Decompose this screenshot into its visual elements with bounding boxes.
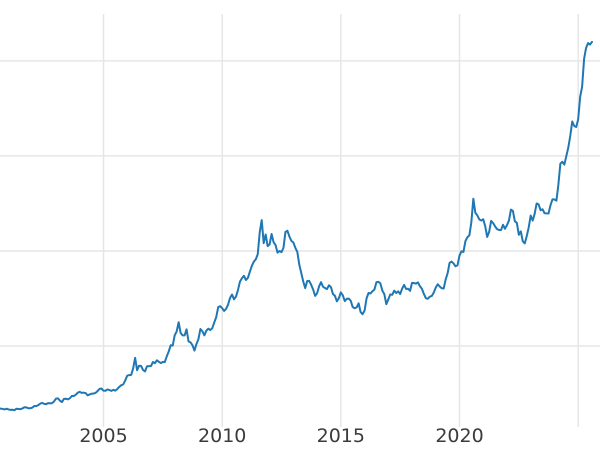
x-axis-tick-labels: 2005 2010 2015 2020: [79, 425, 483, 447]
y-gridlines: [0, 60, 600, 347]
x-tick-label-2015: 2015: [317, 425, 365, 447]
price-line: [0, 40, 594, 412]
x-tick-label-2010: 2010: [198, 425, 246, 447]
x-tick-label-2020: 2020: [435, 425, 483, 447]
x-tick-label-2005: 2005: [79, 425, 127, 447]
data-series: [0, 40, 594, 412]
x-gridlines: [102, 14, 579, 427]
